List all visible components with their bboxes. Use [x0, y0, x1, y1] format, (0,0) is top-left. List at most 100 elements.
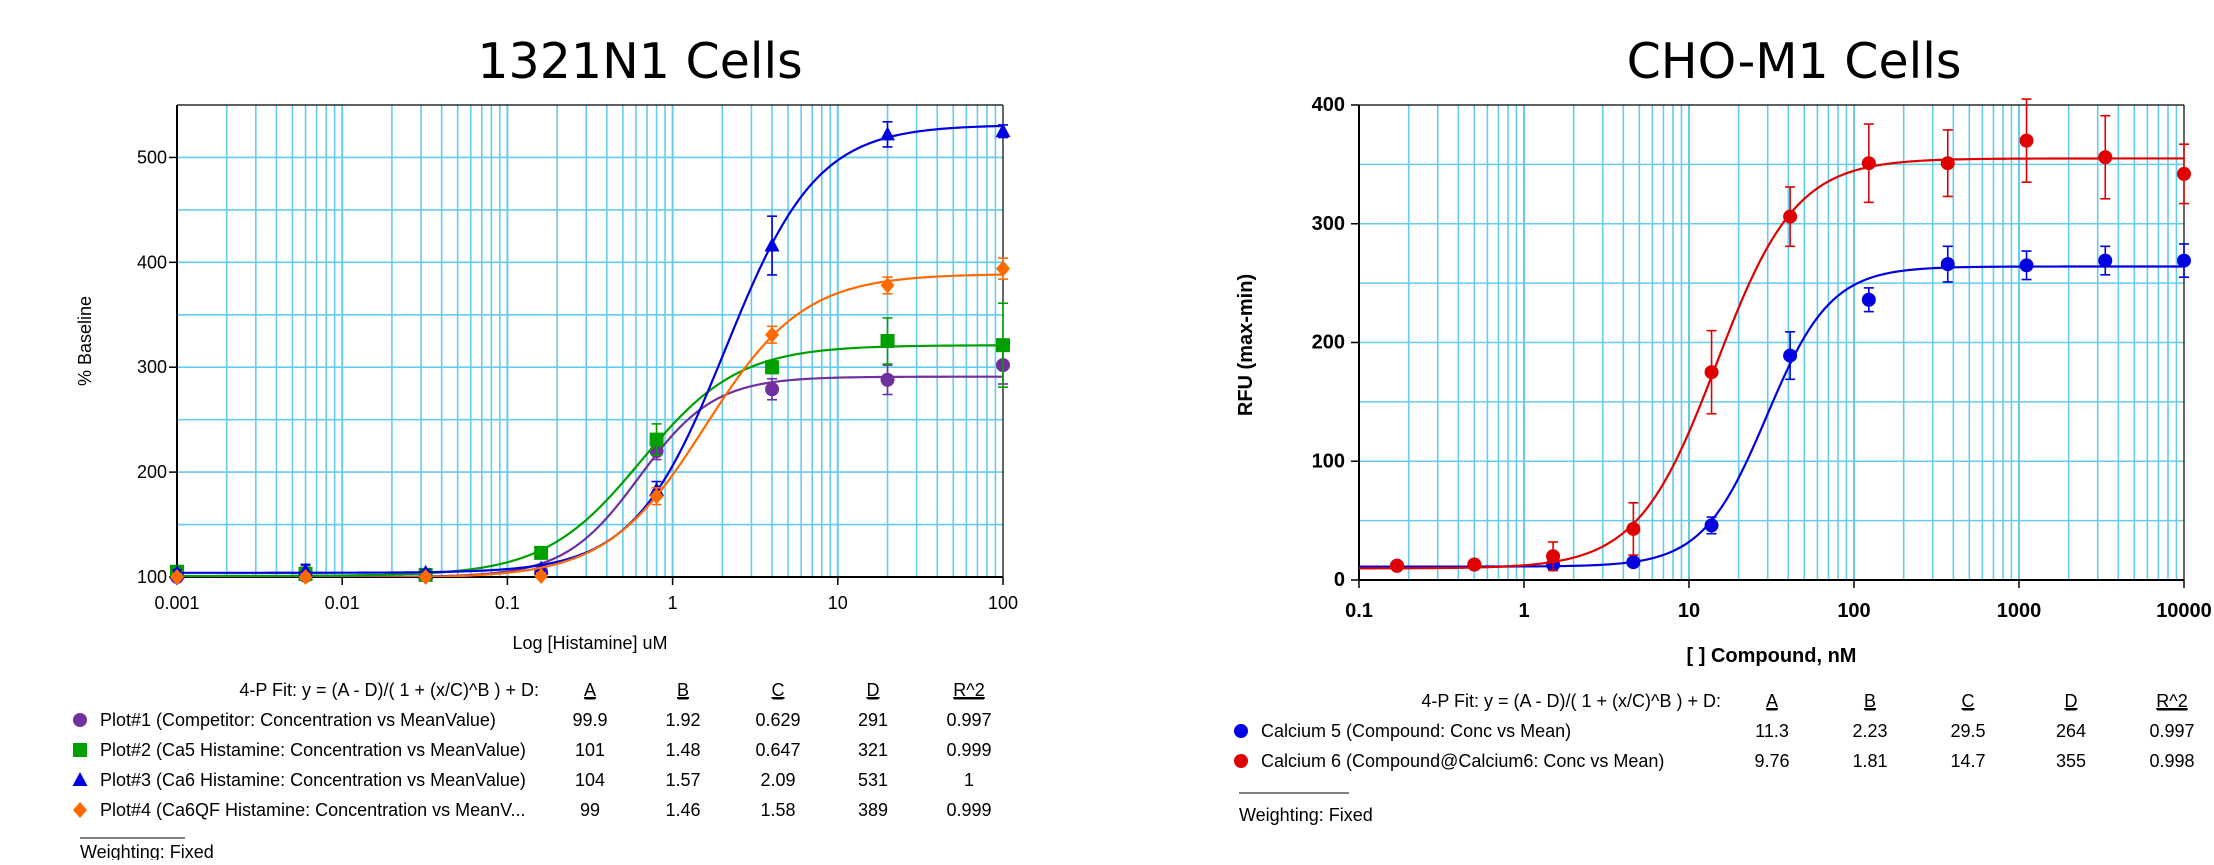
data-point	[1626, 521, 1641, 536]
data-point	[1940, 156, 1955, 171]
grid-lines	[1359, 105, 2184, 580]
legend-label: Calcium 6 (Compound@Calcium6: Conc vs Me…	[1261, 751, 1664, 771]
y-tick-label: 0	[1334, 569, 1345, 591]
data-point	[1626, 555, 1641, 570]
param-value: 0.999	[946, 800, 991, 820]
x-tick-label: 10000	[2156, 600, 2212, 622]
y-axis-title: RFU (max-min)	[1235, 274, 1257, 416]
data-point	[880, 126, 896, 141]
grid-lines	[177, 105, 1003, 577]
series-4	[170, 257, 1010, 585]
data-point	[2098, 253, 2113, 268]
legend-label: Plot#3 (Ca6 Histamine: Concentration vs …	[100, 770, 526, 790]
param-value: 531	[858, 770, 888, 790]
data-point	[649, 432, 664, 447]
param-value: 1.46	[665, 800, 700, 820]
x-axis-title: Log [Histamine] uM	[512, 633, 667, 653]
data-point	[2098, 150, 2113, 165]
x-tick-label: 1	[668, 593, 678, 613]
x-tick-label: 0.1	[1345, 600, 1373, 622]
series-3	[169, 120, 1011, 579]
y-tick-label: 100	[137, 567, 167, 587]
data-point	[649, 488, 664, 505]
series-1	[1359, 243, 2191, 573]
data-point	[995, 123, 1011, 138]
param-value: 264	[2056, 721, 2086, 741]
x-tick-label: 100	[1837, 600, 1870, 622]
param-value: 29.5	[1950, 721, 1985, 741]
x-tick-label: 0.01	[325, 593, 360, 613]
x-tick-label: 10	[828, 593, 848, 613]
chart-title: 1321N1 Cells	[477, 33, 802, 90]
param-value: 101	[575, 740, 605, 760]
param-value: 389	[858, 800, 888, 820]
y-tick-label: 200	[137, 462, 167, 482]
y-tick-label: 300	[137, 357, 167, 377]
data-point	[996, 260, 1010, 277]
param-header: D	[2065, 691, 2078, 711]
chart-title: CHO-M1 Cells	[1627, 33, 1962, 90]
data-point	[298, 569, 313, 585]
param-value: 14.7	[1950, 751, 1985, 771]
y-tick-label: 500	[137, 147, 167, 167]
param-value: 104	[575, 770, 605, 790]
x-tick-label: 10	[1678, 600, 1700, 622]
data-point	[418, 569, 433, 585]
data-point	[1783, 209, 1798, 224]
y-tick-label: 400	[137, 252, 167, 272]
param-value: 0.999	[946, 740, 991, 760]
x-tick-label: 0.1	[495, 593, 520, 613]
series-1	[170, 345, 1010, 584]
param-value: 1.81	[1852, 751, 1887, 771]
param-header: C	[772, 680, 785, 700]
param-header: D	[867, 680, 880, 700]
param-value: 9.76	[1754, 751, 1789, 771]
legend-marker	[73, 802, 87, 818]
param-value: 321	[858, 740, 888, 760]
param-header: B	[1864, 691, 1876, 711]
fit-table: 4-P Fit: y = (A - D)/( 1 + (x/C)^B ) + D…	[1234, 691, 2195, 825]
data-point	[1467, 557, 1482, 572]
x-tick-label: 0.001	[154, 593, 199, 613]
data-point	[534, 545, 549, 560]
param-header: A	[1766, 691, 1778, 711]
data-point	[1704, 518, 1719, 533]
x-axis-title: [ ] Compound, nM	[1687, 645, 1857, 667]
param-value: 1	[964, 770, 974, 790]
data-point	[2177, 253, 2191, 268]
y-axis-title: % Baseline	[75, 296, 95, 386]
param-value: 99.9	[572, 710, 607, 730]
data-point	[534, 567, 549, 584]
param-value: 1.58	[760, 800, 795, 820]
weighting-note: Weighting: Fixed	[1239, 805, 1373, 825]
chart-1: 0.001 0.01 0.1 1 10 100 100 200 300 400 500 1321N1 …	[72, 33, 1018, 862]
param-value: 1.57	[665, 770, 700, 790]
fit-curve	[177, 273, 1003, 577]
x-tick-label: 1	[1518, 600, 1529, 622]
data-point	[170, 569, 184, 585]
param-header: B	[677, 680, 689, 700]
fit-curve	[1359, 157, 2184, 570]
data-point	[1861, 292, 1876, 307]
data-point	[996, 338, 1010, 353]
weighting-note: Weighting: Fixed	[80, 842, 214, 860]
y-tick-label: 400	[1312, 94, 1345, 116]
series-2	[170, 302, 1010, 582]
data-point	[2177, 166, 2191, 181]
param-value: 0.647	[755, 740, 800, 760]
param-value: 11.3	[1755, 721, 1789, 741]
y-tick-label: 300	[1312, 213, 1345, 235]
data-point	[880, 334, 895, 348]
series-2	[1359, 98, 2191, 573]
legend-label: Plot#1 (Competitor: Concentration vs Mea…	[100, 710, 496, 730]
data-point	[2019, 258, 2034, 273]
param-value: 99	[580, 800, 600, 820]
data-point	[1783, 348, 1798, 363]
param-value: 2.23	[1852, 721, 1887, 741]
y-tick-label: 200	[1312, 332, 1345, 354]
data-point	[765, 382, 780, 397]
data-point	[765, 360, 780, 375]
param-value: 2.09	[760, 770, 795, 790]
param-value: 0.998	[2149, 751, 2194, 771]
